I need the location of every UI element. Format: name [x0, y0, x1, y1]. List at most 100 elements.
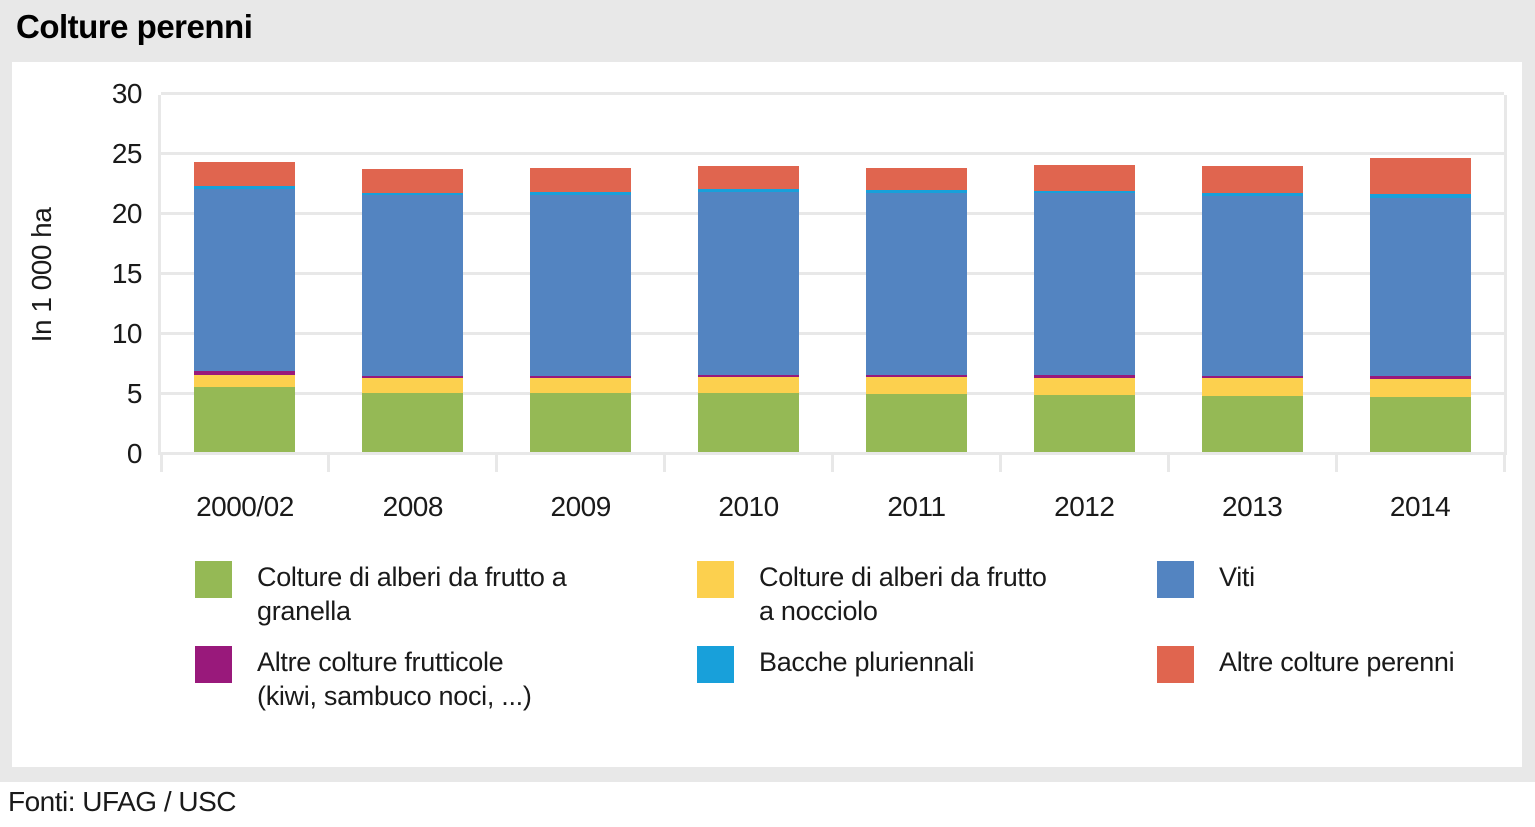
legend-item-frutto-granella: Colture di alberi da frutto a granella: [195, 560, 567, 628]
x-tick-mark: [1502, 455, 1506, 472]
bar-segment: [1369, 158, 1471, 195]
bar-segment: [1033, 395, 1135, 452]
bar-segment: [362, 378, 464, 393]
bar-segment: [194, 371, 296, 376]
x-tick-mark: [327, 455, 331, 472]
bar-segment: [1201, 192, 1303, 196]
bar-segment: [530, 377, 632, 394]
bar-segment: [194, 375, 296, 388]
legend-label: Viti: [1219, 562, 1255, 592]
bar-2011: [865, 167, 967, 452]
bar-segment: [865, 393, 967, 452]
gridline-25: [161, 152, 1504, 155]
bar-segment: [865, 167, 967, 191]
x-tick-mark: [831, 455, 834, 472]
bar-segment: [1201, 165, 1303, 193]
plot-area: 2000/02 2008 2009 2010 2011 2012 2013 2014: [158, 92, 1507, 522]
y-tick-label-5: 5: [126, 378, 143, 409]
bar-segment: [1201, 195, 1303, 376]
x-tick-label-2011: 2011: [887, 491, 946, 522]
bar-segment: [362, 392, 464, 452]
y-tick-label-25: 25: [111, 138, 143, 169]
gridline-5: [161, 392, 1504, 395]
bar-segment: [865, 374, 967, 378]
bar-segment: [1033, 191, 1135, 193]
legend-item-altre-frutticole: Altre colture frutticole (kiwi, sambuco …: [195, 645, 532, 713]
bar-segment: [194, 387, 296, 452]
x-tick-mark: [1166, 455, 1170, 472]
y-tick-label-30: 30: [111, 78, 143, 109]
bar-2014: [1369, 158, 1471, 452]
x-tick-label-2000/02: 2000/02: [196, 491, 294, 522]
x-tick-label-2014: 2014: [1389, 491, 1451, 522]
bar-segment: [865, 190, 967, 194]
bar-segment: [530, 168, 632, 193]
bar-segment: [530, 194, 632, 376]
bar-segment: [1369, 376, 1471, 379]
x-tick-label-2010: 2010: [718, 491, 779, 522]
legend-swatch-green: [195, 561, 232, 598]
legend-label: Altre colture perenni: [1219, 647, 1455, 677]
source-note: Fonti: UFAG / USC: [8, 786, 237, 817]
x-tick-label-2009: 2009: [550, 491, 612, 522]
x-tick-label-2008: 2008: [382, 491, 444, 522]
bar-segment: [865, 193, 967, 375]
x-tick-mark: [159, 455, 163, 472]
bar-2000/02: [194, 162, 296, 452]
bar-segment: [698, 191, 800, 375]
legend-item-bacche: Bacche pluriennali: [697, 645, 975, 683]
x-tick-mark: [663, 455, 667, 472]
gridline-30: [161, 92, 1504, 95]
legend-swatch-yellow: [697, 561, 734, 598]
legend-swatch-salmon: [1157, 646, 1194, 683]
bar-segment: [362, 169, 464, 193]
x-tick-label-2012: 2012: [1054, 491, 1115, 522]
y-tick-label-20: 20: [111, 198, 143, 229]
bar-segment: [1369, 396, 1471, 452]
bar-segment: [1369, 194, 1471, 198]
bar-segment: [1033, 375, 1135, 378]
bar-segment: [698, 165, 800, 190]
bar-2012: [1033, 164, 1135, 452]
bar-2013: [1201, 165, 1303, 452]
bar-segment: [1369, 378, 1471, 397]
bar-segment: [362, 376, 464, 379]
bar-segment: [1201, 375, 1303, 379]
bar-segment: [530, 192, 632, 195]
gridline-20: [161, 212, 1504, 215]
bar-segment: [530, 375, 632, 378]
chart-panel: In 1 000 ha 2000/02 2008 2009 2010 2011 2012 2…: [12, 62, 1522, 767]
bar-segment: [698, 393, 800, 452]
legend-swatch-purple: [195, 646, 232, 683]
legend-item-altre-perenni: Altre colture perenni: [1157, 645, 1455, 683]
legend-label: Altre colture frutticole (kiwi, sambuco …: [257, 647, 532, 711]
bar-segment: [1033, 192, 1135, 376]
legend-label: Colture di alberi da frutto a nocciolo: [759, 562, 1047, 626]
bar-2009: [530, 168, 632, 452]
legend-item-viti: Viti: [1157, 560, 1255, 598]
bar-segment: [1201, 395, 1303, 452]
chart-title: Colture perenni: [16, 8, 253, 45]
y-tick-label-15: 15: [111, 258, 143, 289]
legend-item-frutto-nocciolo: Colture di alberi da frutto a nocciolo: [697, 560, 1047, 628]
bar-2008: [362, 169, 464, 452]
x-tick-mark: [998, 455, 1002, 472]
legend-label: Colture di alberi da frutto a granella: [257, 562, 567, 626]
bar-segment: [1033, 164, 1135, 192]
x-tick-label-2013: 2013: [1222, 491, 1283, 522]
bar-segment: [1033, 377, 1135, 395]
legend-swatch-cyan: [697, 646, 734, 683]
bar-segment: [865, 377, 967, 394]
bar-segment: [698, 377, 800, 394]
bar-segment: [530, 393, 632, 452]
chart-card: Colture perenni In 1 000 ha 2000/02 2008 2…: [0, 0, 1535, 782]
y-tick-label-0: 0: [126, 438, 143, 469]
bar-segment: [194, 185, 296, 189]
bar-segment: [362, 192, 464, 195]
bar-segment: [194, 162, 296, 186]
bar-segment: [698, 374, 800, 378]
bar-segment: [362, 194, 464, 377]
bar-segment: [1201, 378, 1303, 396]
bar-segment: [698, 189, 800, 192]
bar-segment: [1369, 197, 1471, 377]
